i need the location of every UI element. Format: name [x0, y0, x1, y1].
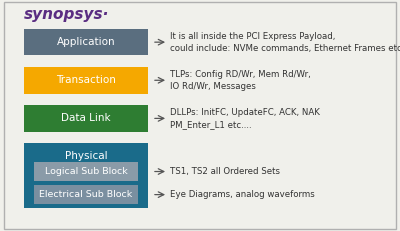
Bar: [24, 29, 148, 55]
Text: Application: Application: [57, 37, 115, 47]
Bar: [24, 67, 148, 94]
Bar: [24, 143, 148, 208]
Text: Logical Sub Block: Logical Sub Block: [45, 167, 127, 176]
Text: Electrical Sub Block: Electrical Sub Block: [39, 190, 133, 199]
Text: synopsys·: synopsys·: [24, 7, 109, 22]
Bar: [34, 185, 138, 204]
Text: Data Link: Data Link: [61, 113, 111, 123]
Bar: [24, 105, 148, 132]
Text: TS1, TS2 all Ordered Sets: TS1, TS2 all Ordered Sets: [170, 167, 280, 176]
Text: Eye Diagrams, analog waveforms: Eye Diagrams, analog waveforms: [170, 190, 315, 199]
Text: DLLPs: InitFC, UpdateFC, ACK, NAK
PM_Enter_L1 etc....: DLLPs: InitFC, UpdateFC, ACK, NAK PM_Ent…: [170, 108, 320, 129]
Text: Transaction: Transaction: [56, 75, 116, 85]
Text: Physical: Physical: [65, 151, 107, 161]
Text: TLPs: Config RD/Wr, Mem Rd/Wr,
IO Rd/Wr, Messages: TLPs: Config RD/Wr, Mem Rd/Wr, IO Rd/Wr,…: [170, 70, 311, 91]
Bar: [34, 162, 138, 181]
Text: It is all inside the PCI Express Payload,
could include: NVMe commands, Ethernet: It is all inside the PCI Express Payload…: [170, 32, 400, 53]
